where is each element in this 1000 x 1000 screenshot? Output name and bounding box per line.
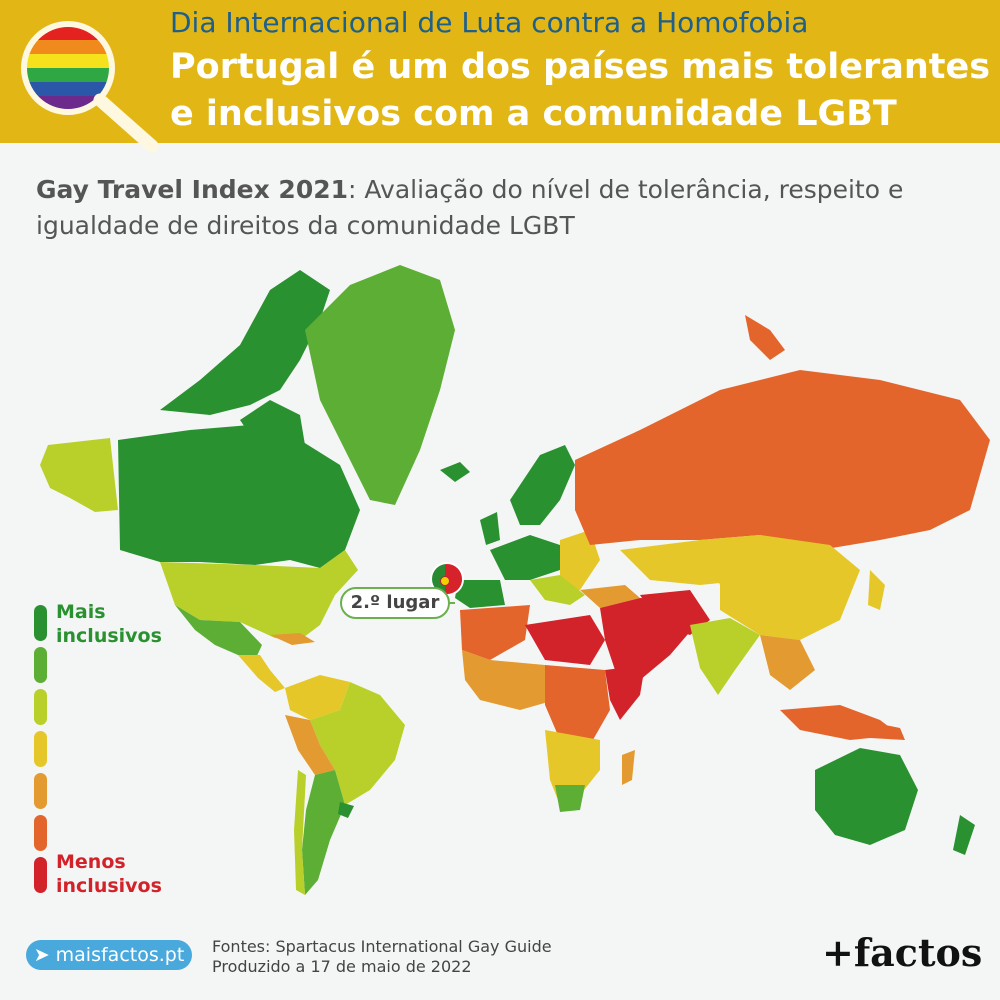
- world-map: [40, 265, 990, 895]
- chile: [294, 770, 306, 895]
- legend-swatch-3: [34, 689, 47, 725]
- russia: [575, 370, 990, 550]
- legend-swatch-4: [34, 731, 47, 767]
- legend-swatch-1: [34, 605, 47, 641]
- rainbow-magnifier-icon: [21, 21, 159, 153]
- caribbean: [270, 633, 315, 645]
- scandinavia: [510, 445, 575, 525]
- southeast-asia: [760, 635, 815, 690]
- new-zealand: [953, 815, 975, 855]
- greenland: [305, 265, 455, 505]
- brand-logo: +factos: [822, 930, 983, 975]
- callout-connector: [449, 602, 455, 604]
- uruguay: [338, 802, 354, 818]
- portugal-rank-callout: 2.º lugar: [340, 587, 450, 619]
- libya-egypt: [525, 615, 605, 665]
- title-line-2: e inclusivos com a comunidade LGBT: [170, 94, 897, 134]
- legend-bottom-line1: Menos: [56, 851, 126, 873]
- legend-bottom-label: Menos inclusivos: [56, 850, 206, 898]
- russia-far-east: [745, 315, 785, 360]
- japan: [868, 570, 885, 610]
- legend-top-label: Mais inclusivos: [56, 600, 206, 648]
- rank-label: 2.º lugar: [350, 592, 440, 613]
- sources-line-1: Fontes: Spartacus International Gay Guid…: [212, 937, 552, 956]
- south-africa: [555, 785, 585, 812]
- canada-arctic-islands: [160, 270, 330, 415]
- iran-afghanistan: [640, 590, 710, 635]
- uk-ireland: [480, 512, 500, 545]
- legend-swatch-6: [34, 815, 47, 851]
- legend: Mais inclusivos Menos inclusivos: [34, 600, 234, 900]
- madagascar: [622, 750, 635, 785]
- legend-top-line1: Mais: [56, 601, 106, 623]
- subtitle-text: : Avaliação do nível de tolerância, resp…: [36, 175, 904, 240]
- iceland: [440, 462, 470, 482]
- legend-bottom-line2: inclusivos: [56, 875, 162, 897]
- colombia-venezuela: [285, 675, 350, 720]
- canada-baffin: [240, 400, 305, 450]
- site-label: maisfactos.pt: [55, 944, 185, 966]
- index-name: Gay Travel Index 2021: [36, 175, 349, 204]
- paper-plane-icon: ➤: [33, 944, 56, 966]
- papua: [860, 720, 905, 740]
- north-africa-west: [460, 605, 530, 660]
- peru-bolivia: [285, 715, 335, 775]
- site-badge[interactable]: ➤ maisfactos.pt: [26, 940, 192, 970]
- horn-of-africa: [605, 665, 645, 720]
- brazil: [310, 682, 405, 805]
- map-subtitle: Gay Travel Index 2021: Avaliação do níve…: [36, 172, 976, 244]
- sources-line-2: Produzido a 17 de maio de 2022: [212, 957, 472, 976]
- turkey: [580, 585, 640, 608]
- canada: [118, 425, 360, 568]
- mexico: [175, 605, 262, 660]
- title-line-1: Portugal é um dos países mais tolerantes: [170, 47, 991, 87]
- header-kicker: Dia Internacional de Luta contra a Homof…: [170, 6, 809, 39]
- sources-note: Fontes: Spartacus International Gay Guid…: [212, 937, 552, 977]
- argentina: [302, 770, 345, 895]
- china-mongolia: [700, 535, 860, 640]
- india: [690, 618, 760, 695]
- western-europe: [490, 535, 560, 580]
- iberia: [455, 580, 505, 608]
- legend-swatch-7: [34, 857, 47, 893]
- australia: [815, 748, 918, 845]
- central-america: [238, 655, 285, 692]
- header-banner: Dia Internacional de Luta contra a Homof…: [0, 0, 1000, 153]
- legend-top-line2: inclusivos: [56, 625, 162, 647]
- italy-balkans: [530, 575, 585, 605]
- usa: [160, 550, 358, 640]
- legend-swatch-2: [34, 647, 47, 683]
- west-africa: [462, 650, 555, 710]
- legend-swatch-5: [34, 773, 47, 809]
- page-title: Portugal é um dos países mais tolerantes…: [170, 44, 990, 138]
- central-africa: [545, 665, 610, 745]
- alaska: [40, 438, 118, 512]
